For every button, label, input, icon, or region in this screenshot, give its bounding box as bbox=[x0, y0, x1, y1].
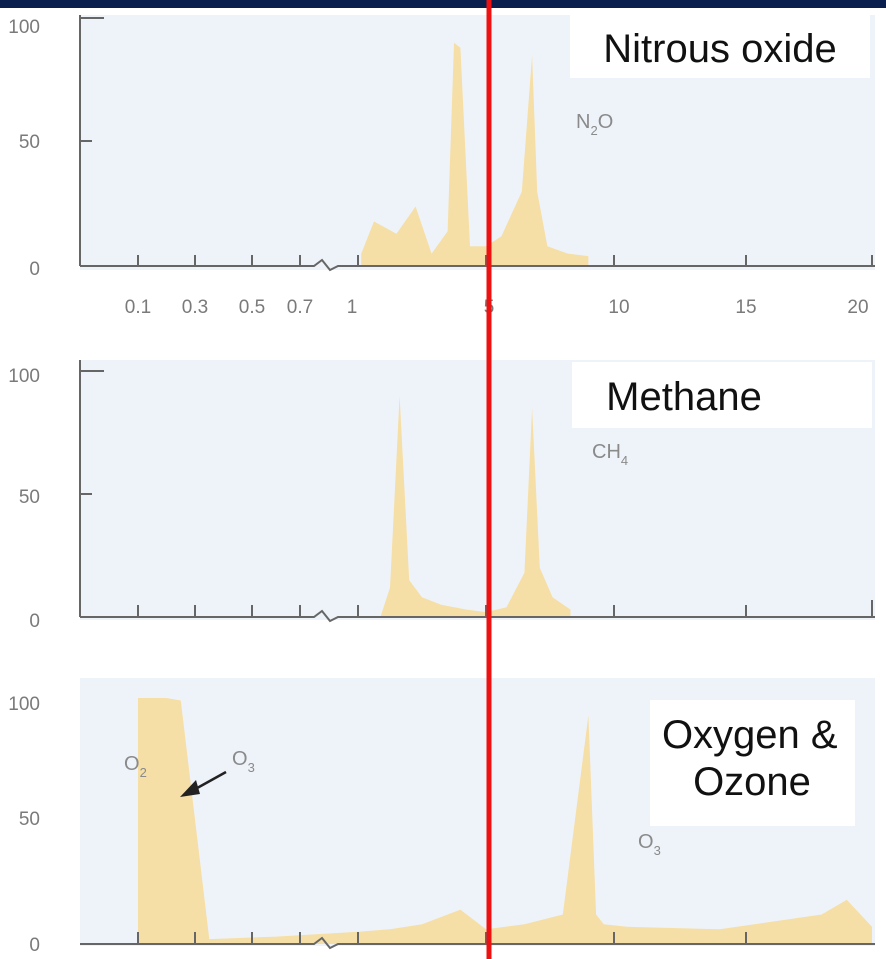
y-tick-label: 0 bbox=[29, 611, 40, 632]
panel-title: Methane bbox=[606, 375, 762, 419]
absorption-band-n2o bbox=[361, 42, 589, 266]
panel-title-line: Oxygen & bbox=[662, 713, 838, 757]
x-ticks bbox=[137, 255, 873, 266]
absorption-band-ch4 bbox=[380, 395, 571, 617]
panel-methane: 100 50 0 Methane CH4 bbox=[8, 360, 875, 632]
formula-subscript: 3 bbox=[654, 843, 661, 858]
top-band bbox=[0, 0, 886, 8]
x-tick-label: 10 bbox=[608, 297, 629, 318]
panel-title-line: Ozone bbox=[693, 760, 811, 804]
x-axis bbox=[80, 609, 875, 623]
formula-tail: O bbox=[598, 111, 614, 133]
formula-base: O bbox=[232, 748, 248, 770]
x-axis bbox=[80, 258, 875, 272]
x-axis bbox=[80, 936, 875, 950]
formula-base: N bbox=[576, 111, 590, 133]
panel-nitrous-oxide: 100 50 0 0.1 0.3 0.5 0.7 1 5 10 15 20 Ni… bbox=[8, 15, 875, 318]
x-tick-label: 1 bbox=[347, 297, 358, 318]
x-tick-label: 15 bbox=[735, 297, 756, 318]
formula-subscript: 3 bbox=[248, 760, 255, 775]
formula-o3: O3 bbox=[638, 831, 661, 858]
y-tick-label: 100 bbox=[8, 17, 40, 38]
panel-oxygen-ozone: 100 50 0 Oxygen & Ozone O2 O3 O3 bbox=[8, 678, 875, 956]
y-tick-label: 100 bbox=[8, 694, 40, 715]
panel-title: Nitrous oxide bbox=[603, 27, 836, 71]
x-tick-label: 20 bbox=[847, 297, 868, 318]
x-tick-label: 0.1 bbox=[125, 297, 151, 318]
formula-subscript: 2 bbox=[590, 123, 597, 138]
y-tick-label: 100 bbox=[8, 366, 40, 387]
formula-subscript: 2 bbox=[140, 765, 147, 780]
formula-o3-arrow-label: O3 bbox=[232, 748, 255, 775]
x-tick-label: 0.3 bbox=[182, 297, 208, 318]
x-tick-labels: 0.1 0.3 0.5 0.7 1 5 10 15 20 bbox=[125, 297, 869, 318]
y-tick-label: 50 bbox=[19, 809, 40, 830]
y-tick-label: 0 bbox=[29, 935, 40, 956]
y-tick-label: 50 bbox=[19, 132, 40, 153]
formula-base: CH bbox=[592, 441, 621, 463]
x-tick-label: 0.7 bbox=[287, 297, 313, 318]
formula-base: O bbox=[124, 753, 140, 775]
panel-title: Oxygen & Ozone bbox=[662, 713, 842, 804]
x-ticks bbox=[137, 932, 747, 944]
formula-subscript: 4 bbox=[621, 453, 628, 468]
formula-ch4: CH4 bbox=[592, 441, 628, 468]
title-box bbox=[650, 700, 855, 826]
formula-base: O bbox=[638, 831, 654, 853]
arrow-icon bbox=[180, 770, 227, 797]
x-ticks bbox=[137, 600, 873, 617]
title-box bbox=[572, 362, 872, 428]
formula-n2o: N2O bbox=[576, 111, 613, 138]
title-box bbox=[570, 15, 870, 78]
y-tick-label: 0 bbox=[29, 259, 40, 280]
formula-o2: O2 bbox=[124, 753, 147, 780]
absorption-band-o2-o3 bbox=[138, 698, 872, 944]
x-tick-label: 0.5 bbox=[239, 297, 265, 318]
y-tick-label: 50 bbox=[19, 487, 40, 508]
